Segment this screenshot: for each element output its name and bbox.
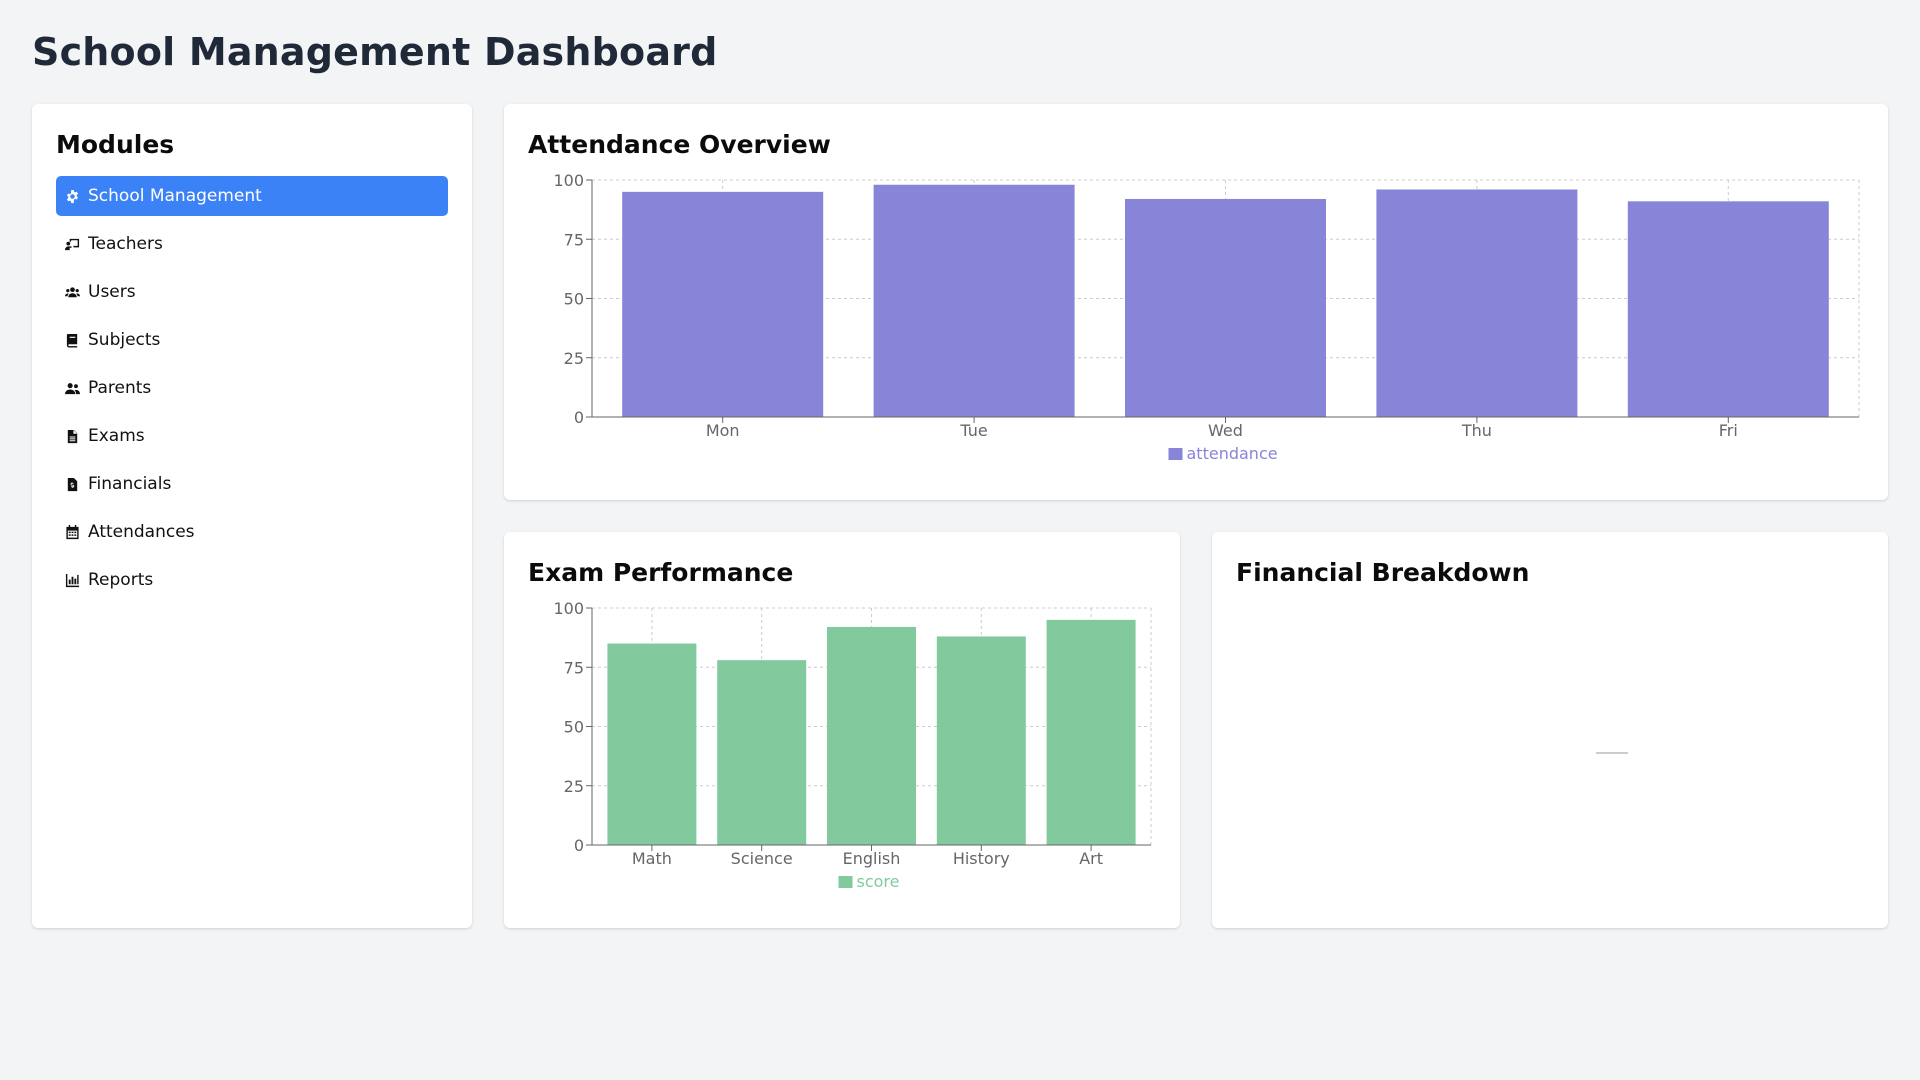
users-icon	[64, 284, 80, 300]
y-tick-label: 50	[564, 290, 584, 309]
sidebar-item-subjects[interactable]: Subjects	[56, 320, 448, 360]
y-tick-label: 100	[553, 599, 584, 618]
financial-breakdown-title: Financial Breakdown	[1236, 558, 1530, 587]
calendar-icon	[64, 524, 80, 540]
x-tick-label: Science	[731, 849, 793, 868]
sidebar-item-label: Subjects	[88, 330, 161, 350]
chart-legend: score	[838, 872, 900, 891]
financial-pie-chart	[1596, 752, 1628, 754]
x-tick-label: Fri	[1719, 421, 1738, 440]
legend-swatch	[1168, 448, 1183, 460]
sidebar-item-label: School Management	[88, 186, 262, 206]
sidebar-item-label: Attendances	[88, 522, 195, 542]
sidebar-item-reports[interactable]: Reports	[56, 560, 448, 600]
file-invoice-dollar-icon	[64, 476, 80, 492]
book-icon	[64, 332, 80, 348]
bar-history	[936, 636, 1026, 845]
chart-bar-icon	[64, 572, 80, 588]
chalkboard-teacher-icon	[64, 236, 80, 252]
sidebar-item-financials[interactable]: Financials	[56, 464, 448, 504]
sidebar-item-attendances[interactable]: Attendances	[56, 512, 448, 552]
exam-bar-chart: 0 25 50 75 100 Math Science English History Art sc…	[553, 599, 1152, 891]
y-tick-label: 0	[574, 836, 584, 855]
gear-icon	[64, 188, 80, 204]
attendance-overview-card: Attendance Overview 0 25 50 75 100 Mon Tue Wed T…	[504, 104, 1888, 500]
x-tick-label: English	[843, 849, 901, 868]
bar-tue	[873, 184, 1075, 417]
legend-label: attendance	[1187, 444, 1278, 463]
y-tick-label: 100	[553, 171, 584, 190]
bar-science	[717, 660, 807, 845]
exam-performance-title: Exam Performance	[528, 558, 794, 587]
attendance-overview-title: Attendance Overview	[528, 130, 831, 159]
legend-swatch	[838, 876, 853, 888]
bar-fri	[1627, 201, 1829, 417]
bar-thu	[1376, 189, 1578, 417]
y-tick-label: 75	[564, 230, 584, 249]
attendance-bar-chart: 0 25 50 75 100 Mon Tue Wed Thu Fri attendance	[553, 171, 1860, 463]
exam-performance-card: Exam Performance 0 25 50 75 100 Math Science En…	[504, 532, 1180, 928]
x-tick-label: History	[953, 849, 1010, 868]
sidebar-item-teachers[interactable]: Teachers	[56, 224, 448, 264]
x-tick-label: Art	[1079, 849, 1103, 868]
modules-sidebar: Modules School Management Teachers Users Su…	[32, 104, 472, 928]
sidebar-item-parents[interactable]: Parents	[56, 368, 448, 408]
page-title: School Management Dashboard	[32, 30, 718, 74]
financial-breakdown-card: Financial Breakdown	[1212, 532, 1888, 928]
chart-legend: attendance	[1168, 444, 1278, 463]
bar-wed	[1125, 198, 1326, 417]
legend-label: score	[857, 872, 900, 891]
sidebar-item-label: Teachers	[88, 234, 163, 254]
x-tick-label: Tue	[959, 421, 987, 440]
x-tick-label: Thu	[1461, 421, 1492, 440]
sidebar-item-label: Users	[88, 282, 136, 302]
sidebar-item-exams[interactable]: Exams	[56, 416, 448, 456]
sidebar-item-school-management[interactable]: School Management	[56, 176, 448, 216]
module-list: School Management Teachers Users Subjects Pa…	[56, 176, 448, 608]
sidebar-item-label: Reports	[88, 570, 154, 590]
modules-title: Modules	[56, 130, 175, 159]
bar-math	[607, 643, 697, 845]
y-tick-label: 25	[564, 349, 584, 368]
bar-art	[1046, 619, 1136, 845]
bar-english	[827, 626, 916, 845]
file-alt-icon	[64, 428, 80, 444]
bar-mon	[622, 191, 824, 417]
y-tick-label: 75	[564, 658, 584, 677]
x-tick-label: Mon	[706, 421, 740, 440]
x-tick-label: Math	[632, 849, 672, 868]
y-tick-label: 50	[564, 718, 584, 737]
sidebar-item-label: Exams	[88, 426, 145, 446]
user-friends-icon	[64, 380, 80, 396]
y-tick-label: 0	[574, 408, 584, 427]
sidebar-item-label: Parents	[88, 378, 152, 398]
y-tick-label: 25	[564, 777, 584, 796]
sidebar-item-label: Financials	[88, 474, 172, 494]
x-tick-label: Wed	[1208, 421, 1243, 440]
sidebar-item-users[interactable]: Users	[56, 272, 448, 312]
